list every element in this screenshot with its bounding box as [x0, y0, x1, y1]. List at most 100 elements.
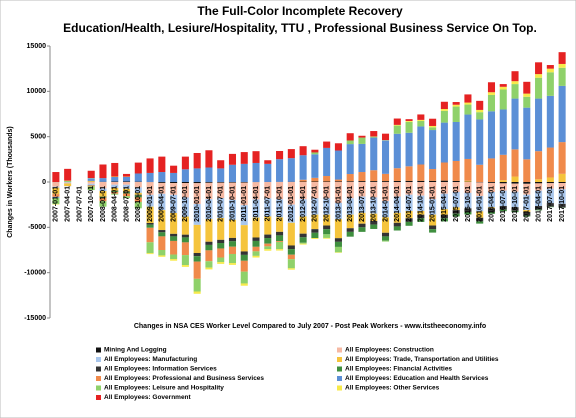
bar-segment [440, 122, 448, 163]
bar-segment [64, 180, 72, 182]
bar-segment [334, 143, 342, 151]
bar-segment [440, 162, 448, 181]
bar-segment [311, 177, 319, 182]
x-tick-label: 2007-01-01 [53, 186, 60, 222]
bar-segment [228, 182, 237, 183]
bar-segment [381, 133, 390, 141]
bar-segment [52, 186, 60, 188]
bar-segment [193, 168, 201, 182]
bar-segment [405, 166, 413, 181]
bar-segment [134, 201, 142, 209]
bar-segment [264, 249, 272, 251]
x-tick-label: 2017-10-01 [559, 186, 566, 222]
bar-segment [311, 198, 319, 215]
bar-segment [193, 182, 201, 184]
bar-segment [417, 182, 425, 196]
bar-segment [487, 207, 496, 209]
bar-segment [487, 211, 496, 214]
legend-swatch [337, 366, 342, 372]
bar-segment [523, 93, 531, 97]
bar-segment [217, 257, 225, 263]
bar-segment [122, 193, 131, 197]
bar-segment [299, 242, 307, 244]
bar-segment [523, 107, 531, 160]
bar-segment [558, 52, 566, 64]
bar-segment [240, 251, 248, 255]
x-tick-label: 2008-04-01 [112, 186, 119, 222]
bar-segment [264, 246, 272, 250]
x-tick-label: 2015-01-01 [429, 186, 436, 222]
bar-segment [346, 144, 354, 175]
bar-segment [287, 268, 295, 270]
bar-segment [228, 182, 237, 200]
bar-segment [287, 254, 295, 260]
bar-segment [193, 224, 201, 253]
bar-segment [311, 182, 319, 199]
bar-segment [146, 158, 154, 173]
bar-segment [487, 158, 496, 182]
x-tick-label: 2010-10-01 [229, 186, 236, 222]
bar-segment [476, 221, 484, 224]
bar-segment [535, 182, 543, 184]
legend-label: All Employees: Trade, Transportation and… [345, 356, 499, 363]
bar-segment [276, 217, 284, 232]
bar-segment [358, 196, 366, 213]
y-axis-label: Changes in Workers (Thousands) [7, 126, 14, 238]
bar-segment [64, 182, 72, 184]
bar-segment [393, 180, 401, 182]
bar-segment [334, 238, 342, 242]
bar-segment [205, 199, 213, 220]
bar-segment [346, 228, 354, 232]
bar-segment [311, 152, 319, 155]
bar-segment [405, 211, 413, 219]
bar-segment [511, 149, 519, 177]
x-tick-label: 2007-10-01 [88, 186, 95, 222]
x-tick-label: 2009-10-01 [182, 186, 189, 222]
bar-segment [146, 227, 154, 243]
bar-segment [276, 249, 284, 251]
bar-segment [511, 210, 519, 213]
bar-segment [429, 130, 437, 170]
bar-segment [205, 219, 213, 242]
bar-segment [252, 246, 260, 252]
bar-segment [193, 261, 201, 279]
bar-segment [511, 191, 519, 208]
bar-segment [99, 201, 107, 207]
bar-segment [99, 188, 107, 192]
bar-segment [405, 221, 413, 226]
bar-segment [264, 160, 272, 164]
bar-segment [217, 168, 225, 182]
bar-segment [535, 62, 543, 75]
bar-segment [535, 209, 543, 211]
bar-segment [405, 182, 413, 195]
legend-label: All Employees: Construction [345, 347, 434, 354]
bar-segment [429, 127, 437, 131]
bar-segment [87, 170, 95, 179]
x-tick-label: 2016-01-01 [477, 186, 484, 222]
bar-segment [429, 118, 437, 126]
bar-segment [417, 114, 425, 120]
x-tick-label: 2008-10-01 [135, 186, 142, 222]
legend-swatch [337, 347, 342, 353]
y-tick-label: -5000 [28, 224, 46, 231]
bar-segment [452, 160, 460, 181]
bar-segment [523, 215, 531, 217]
bar-segment [240, 225, 248, 252]
x-tick-label: 2014-04-01 [394, 186, 401, 222]
bar-segment [217, 262, 225, 264]
bar-segment [287, 182, 295, 205]
bar-segment [487, 208, 496, 212]
bar-segment [228, 219, 237, 238]
bar-segment [240, 283, 248, 286]
bar-segment [252, 251, 260, 256]
bar-segment [158, 232, 166, 237]
bar-segment [535, 151, 543, 180]
legend-label: Mining And Logging [104, 347, 167, 354]
bar-segment [122, 192, 131, 194]
bar-segment [228, 153, 237, 165]
legend-label: All Employees: Professional and Business… [104, 375, 264, 382]
legend-swatch [96, 376, 101, 381]
bar-segment [452, 191, 460, 208]
bar-segment [558, 63, 566, 68]
bar-segment [558, 189, 566, 204]
